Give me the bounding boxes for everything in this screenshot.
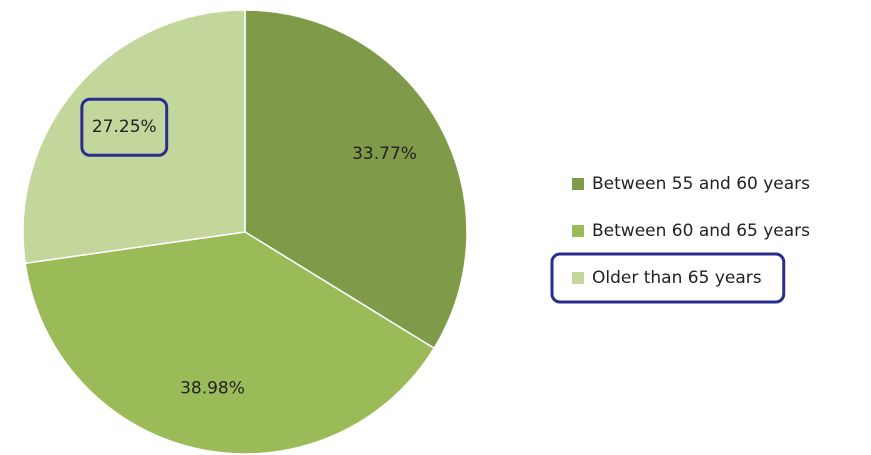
legend-label: Older than 65 years <box>592 268 762 288</box>
legend-swatch <box>572 272 584 284</box>
legend-swatch <box>572 225 584 237</box>
pie-slice <box>24 231 436 455</box>
pie-slice <box>22 9 246 265</box>
data-label: 38.98% <box>180 378 245 398</box>
data-label: 33.77% <box>352 144 417 164</box>
data-label: 27.25% <box>92 117 157 137</box>
highlight-box <box>80 97 169 157</box>
highlight-box <box>550 252 786 304</box>
pie-slice <box>244 9 468 350</box>
legend-label: Between 60 and 65 years <box>592 221 810 241</box>
legend-swatch <box>572 178 584 190</box>
legend-label: Between 55 and 60 years <box>592 174 810 194</box>
